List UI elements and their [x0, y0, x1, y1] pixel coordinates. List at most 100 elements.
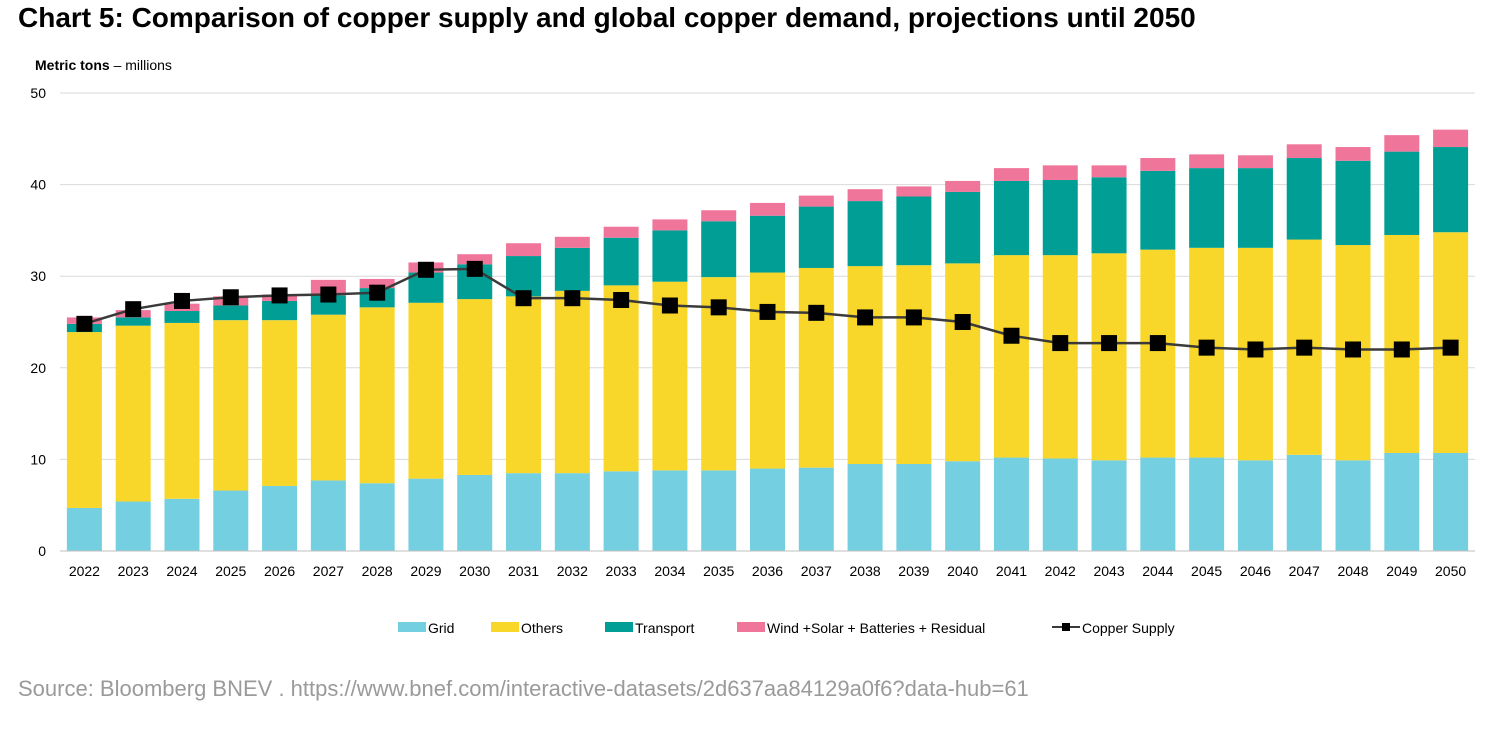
x-tick-label: 2047 — [1289, 563, 1320, 579]
bar-grid-2033 — [603, 471, 639, 551]
copper-supply-marker-2036 — [759, 303, 776, 320]
bar-wind-solar-batteries-residual-2036 — [750, 202, 785, 216]
bar-wind-solar-batteries-residual-2043 — [1091, 165, 1127, 178]
bar-transport-2039 — [896, 196, 932, 266]
legend-label-copper-supply: Copper Supply — [1082, 620, 1175, 636]
supply-line — [76, 260, 1459, 358]
copper-supply-marker-2037 — [808, 304, 825, 321]
bar-others-2031 — [506, 296, 542, 474]
bar-grid-2048 — [1335, 460, 1371, 551]
copper-supply-marker-2028 — [369, 284, 386, 301]
x-tick-label: 2038 — [850, 563, 881, 579]
x-tick-label: 2049 — [1386, 563, 1417, 579]
x-tick-label: 2034 — [654, 563, 685, 579]
x-tick-label: 2036 — [752, 563, 783, 579]
bar-others-2032 — [554, 290, 590, 474]
copper-supply-marker-2029 — [417, 261, 434, 278]
legend: Grid Others Transport Wind +Solar + Batteri… — [398, 620, 1175, 636]
copper-supply-marker-2032 — [564, 290, 581, 307]
bar-others-2037 — [798, 267, 834, 468]
y-unit-label: Metric tons – millions — [35, 57, 172, 73]
bar-transport-2026 — [262, 300, 298, 321]
legend-swatch-transport — [605, 622, 633, 632]
x-tick-label: 2024 — [166, 563, 197, 579]
bar-wind-solar-batteries-residual-2037 — [798, 195, 834, 207]
bar-grid-2035 — [701, 470, 737, 551]
legend-swatch-others — [491, 622, 519, 632]
bar-wind-solar-batteries-residual-2048 — [1335, 147, 1371, 161]
bar-wind-solar-batteries-residual-2044 — [1140, 158, 1176, 171]
bar-wind-solar-batteries-residual-2028 — [359, 278, 395, 289]
bar-wind-solar-batteries-residual-2045 — [1189, 154, 1225, 169]
copper-supply-marker-2047 — [1296, 339, 1313, 356]
copper-supply-marker-2024 — [173, 292, 190, 309]
x-tick-label: 2023 — [118, 563, 149, 579]
bar-grid-2049 — [1384, 452, 1420, 551]
bar-others-2044 — [1140, 249, 1176, 458]
x-tick-label: 2031 — [508, 563, 539, 579]
bar-others-2033 — [603, 285, 639, 472]
bar-transport-2036 — [750, 215, 785, 273]
legend-label-transport: Transport — [635, 620, 695, 636]
bar-transport-2038 — [847, 201, 883, 267]
bar-others-2027 — [310, 314, 346, 481]
bar-transport-2049 — [1384, 151, 1420, 235]
bar-wind-solar-batteries-residual-2031 — [506, 243, 542, 257]
unit-rest: – millions — [109, 57, 172, 73]
bar-others-2024 — [164, 322, 200, 499]
copper-supply-marker-2040 — [954, 314, 971, 330]
copper-supply-marker-2025 — [222, 289, 239, 306]
bar-grid-2034 — [652, 470, 688, 551]
copper-supply-marker-2044 — [1149, 335, 1166, 352]
bar-others-2043 — [1091, 253, 1127, 461]
bar-wind-solar-batteries-residual-2033 — [603, 226, 639, 238]
bar-grid-2042 — [1042, 458, 1078, 551]
copper-supply-marker-2041 — [1003, 327, 1020, 344]
bar-grid-2025 — [213, 490, 249, 551]
y-tick-label: 0 — [38, 543, 46, 559]
x-tick-label: 2029 — [410, 563, 441, 579]
bar-others-2026 — [262, 320, 298, 486]
x-tick-label: 2046 — [1240, 563, 1271, 579]
x-tick-label: 2039 — [898, 563, 929, 579]
bar-grid-2028 — [359, 483, 395, 551]
bar-wind-solar-batteries-residual-2032 — [554, 236, 590, 248]
bar-transport-2043 — [1091, 177, 1127, 254]
x-tick-label: 2033 — [606, 563, 637, 579]
bar-grid-2047 — [1286, 454, 1322, 551]
bar-others-2029 — [408, 302, 444, 479]
y-tick-label: 30 — [30, 268, 46, 284]
x-tick-label: 2048 — [1337, 563, 1368, 579]
legend-label-grid: Grid — [428, 620, 454, 636]
y-tick-label: 50 — [30, 85, 46, 101]
bar-others-2023 — [115, 325, 151, 502]
bar-transport-2033 — [603, 237, 639, 286]
legend-label-others: Others — [521, 620, 563, 636]
bar-grid-2037 — [798, 467, 834, 551]
bar-transport-2037 — [798, 206, 834, 268]
bar-wind-solar-batteries-residual-2038 — [847, 189, 883, 202]
x-tick-label: 2025 — [215, 563, 246, 579]
bar-grid-2036 — [750, 468, 785, 551]
copper-supply-marker-2030 — [466, 260, 483, 277]
unit-bold: Metric tons — [35, 57, 110, 73]
bar-transport-2044 — [1140, 170, 1176, 250]
bar-others-2022 — [66, 332, 102, 508]
y-tick-label: 40 — [30, 177, 46, 193]
x-tick-label: 2040 — [947, 563, 978, 579]
bar-grid-2040 — [945, 461, 981, 551]
bar-grid-2046 — [1237, 460, 1273, 551]
bar-transport-2048 — [1335, 160, 1371, 246]
copper-supply-marker-2038 — [857, 309, 874, 326]
bar-others-2028 — [359, 307, 395, 484]
copper-supply-marker-2045 — [1198, 339, 1215, 356]
bar-grid-2031 — [506, 473, 542, 551]
chart-title: Chart 5: Comparison of copper supply and… — [18, 2, 1196, 33]
bar-wind-solar-batteries-residual-2039 — [896, 186, 932, 197]
x-tick-label: 2026 — [264, 563, 295, 579]
bar-wind-solar-batteries-residual-2035 — [701, 210, 737, 222]
legend-swatch-wind-solar-batteries-residual — [737, 622, 765, 632]
bar-transport-2027 — [310, 295, 346, 315]
bar-grid-2024 — [164, 498, 200, 551]
